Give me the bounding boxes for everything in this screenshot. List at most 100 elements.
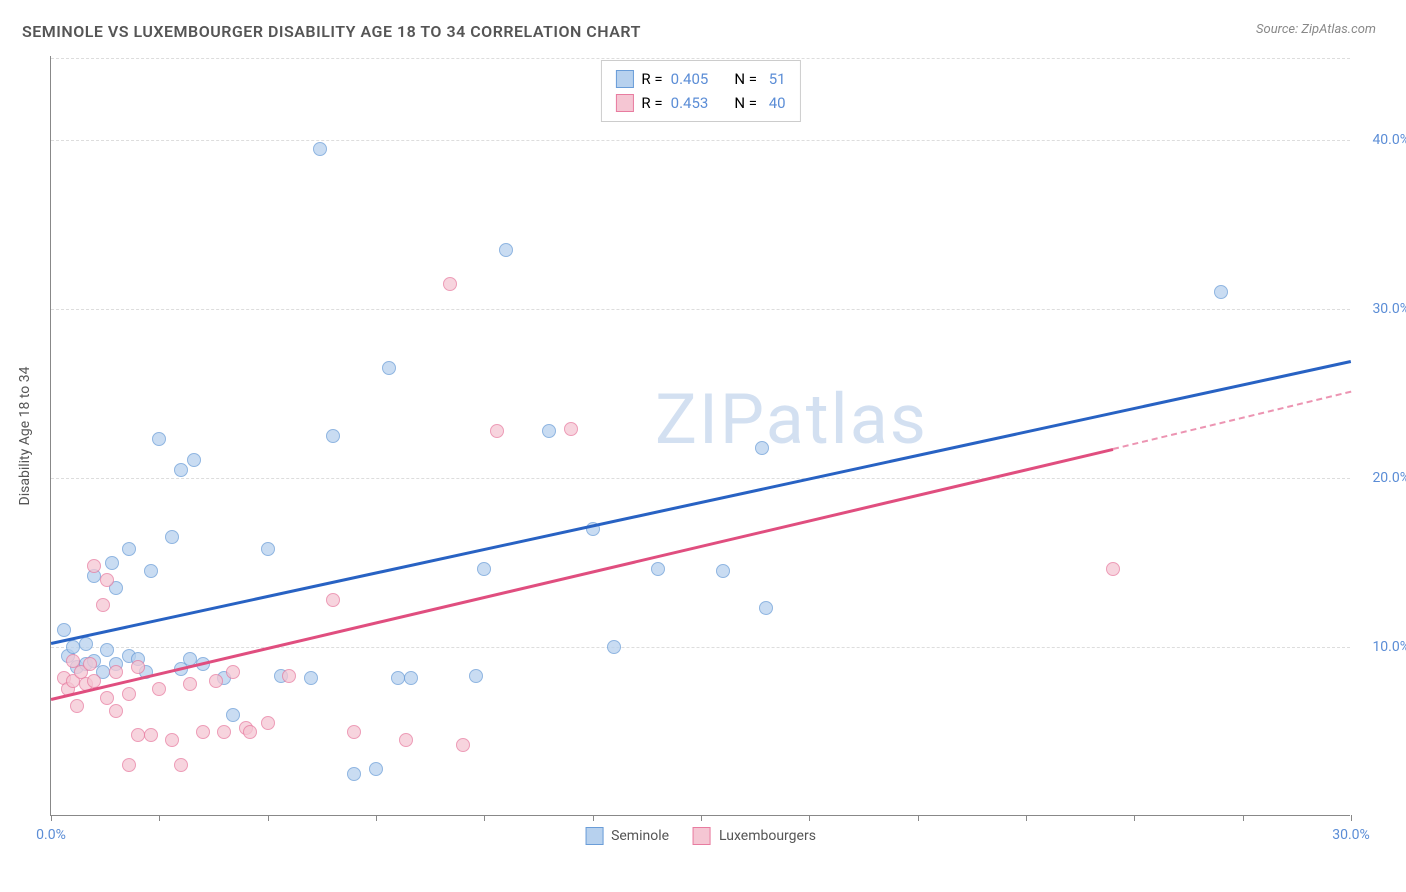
data-point xyxy=(109,704,123,718)
x-tick xyxy=(159,815,160,821)
data-point xyxy=(404,671,418,685)
x-tick-label: 30.0% xyxy=(1332,827,1370,843)
data-point xyxy=(144,728,158,742)
data-point xyxy=(83,657,97,671)
data-point xyxy=(174,758,188,772)
legend-item: Luxembourgers xyxy=(693,827,816,845)
data-point xyxy=(152,432,166,446)
stat-r-value: 0.453 xyxy=(671,91,709,115)
data-point xyxy=(165,530,179,544)
data-point xyxy=(382,361,396,375)
gridline xyxy=(51,309,1350,310)
data-point xyxy=(100,573,114,587)
data-point xyxy=(651,562,665,576)
trendline xyxy=(51,360,1352,644)
data-point xyxy=(759,601,773,615)
legend-stats-row: R = 0.453 N = 40 xyxy=(615,91,785,115)
gridline xyxy=(51,140,1350,141)
data-point xyxy=(217,725,231,739)
stat-r-value: 0.405 xyxy=(671,67,709,91)
data-point xyxy=(261,542,275,556)
data-point xyxy=(391,671,405,685)
data-point xyxy=(564,422,578,436)
x-tick xyxy=(484,815,485,821)
stat-r-label: R = xyxy=(641,91,662,115)
trendline-extrapolated xyxy=(1112,390,1351,449)
data-point xyxy=(100,691,114,705)
legend-swatch xyxy=(615,70,633,88)
data-point xyxy=(456,738,470,752)
chart-title: SEMINOLE VS LUXEMBOURGER DISABILITY AGE … xyxy=(22,22,641,41)
legend-swatch xyxy=(615,94,633,112)
stat-n-label: N = xyxy=(734,91,757,115)
data-point xyxy=(122,758,136,772)
gridline xyxy=(51,647,1350,648)
x-tick xyxy=(376,815,377,821)
data-point xyxy=(304,671,318,685)
data-point xyxy=(96,598,110,612)
x-tick xyxy=(1351,815,1352,821)
stat-r-label: R = xyxy=(641,67,662,91)
x-tick xyxy=(701,815,702,821)
data-point xyxy=(347,725,361,739)
plot-area: Disability Age 18 to 34 ZIPatlas R =0.40… xyxy=(50,56,1350,816)
legend-label: Seminole xyxy=(611,828,669,844)
legend-label: Luxembourgers xyxy=(719,828,816,844)
data-point xyxy=(326,593,340,607)
data-point xyxy=(131,660,145,674)
x-tick xyxy=(1243,815,1244,821)
data-point xyxy=(122,687,136,701)
data-point xyxy=(187,453,201,467)
data-point xyxy=(100,643,114,657)
x-tick xyxy=(51,815,52,821)
x-tick xyxy=(918,815,919,821)
data-point xyxy=(109,665,123,679)
data-point xyxy=(174,463,188,477)
data-point xyxy=(499,243,513,257)
data-point xyxy=(209,674,223,688)
legend-stats-row: R = 0.405 N = 51 xyxy=(615,67,785,91)
x-tick xyxy=(809,815,810,821)
y-tick-label: 10.0% xyxy=(1355,639,1406,655)
data-point xyxy=(131,728,145,742)
data-point xyxy=(1214,285,1228,299)
data-point xyxy=(326,429,340,443)
data-point xyxy=(261,716,275,730)
data-point xyxy=(755,441,769,455)
x-tick xyxy=(1134,815,1135,821)
data-point xyxy=(183,677,197,691)
gridline xyxy=(51,478,1350,479)
legend-swatch xyxy=(585,827,603,845)
data-point xyxy=(369,762,383,776)
data-point xyxy=(542,424,556,438)
data-point xyxy=(79,637,93,651)
data-point xyxy=(152,682,166,696)
data-point xyxy=(443,277,457,291)
data-point xyxy=(469,669,483,683)
source-label: Source: ZipAtlas.com xyxy=(1256,22,1376,37)
data-point xyxy=(313,142,327,156)
x-tick xyxy=(593,815,594,821)
data-point xyxy=(70,699,84,713)
x-tick xyxy=(1026,815,1027,821)
legend-swatch xyxy=(693,827,711,845)
legend-series: Seminole Luxembourgers xyxy=(585,827,816,845)
y-tick-label: 40.0% xyxy=(1355,132,1406,148)
stat-n-value: 51 xyxy=(765,67,786,91)
data-point xyxy=(347,767,361,781)
legend-stats-box: R = 0.405 N = 51 R = 0.453 N = 40 xyxy=(600,60,800,122)
stat-n-label: N = xyxy=(734,67,757,91)
x-tick xyxy=(268,815,269,821)
legend-item: Seminole xyxy=(585,827,669,845)
y-tick-label: 30.0% xyxy=(1355,301,1406,317)
data-point xyxy=(477,562,491,576)
data-point xyxy=(66,640,80,654)
y-tick-label: 20.0% xyxy=(1355,470,1406,486)
data-point xyxy=(57,623,71,637)
data-point xyxy=(243,725,257,739)
data-point xyxy=(87,559,101,573)
gridline xyxy=(51,58,1350,59)
stat-n-value: 40 xyxy=(765,91,786,115)
data-point xyxy=(716,564,730,578)
data-point xyxy=(196,725,210,739)
